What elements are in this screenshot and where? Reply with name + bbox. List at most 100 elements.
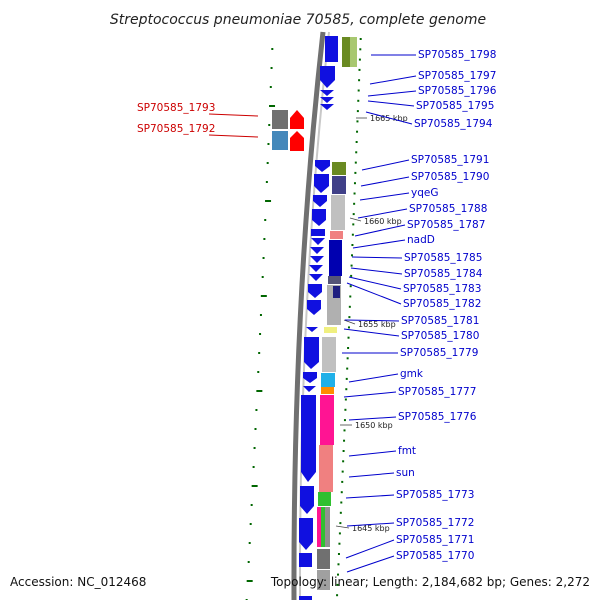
feature-1776-magenta[interactable] <box>320 395 334 445</box>
feature-1784-dark[interactable] <box>328 276 341 284</box>
gene-label[interactable]: SP70585_1794 <box>414 118 493 130</box>
feature-gmk-cyan[interactable] <box>321 373 335 387</box>
inner-tick <box>337 553 340 555</box>
leader-line <box>346 555 395 573</box>
feature-1790-navy[interactable] <box>332 176 346 194</box>
leader-line <box>343 328 400 337</box>
gene-1791[interactable] <box>315 160 330 172</box>
gene-1795[interactable] <box>320 97 334 103</box>
genome-summary-label: Topology: linear; Length: 2,184,682 bp; … <box>270 575 590 589</box>
gene-1798[interactable] <box>325 36 338 62</box>
kbp-tick <box>349 217 362 222</box>
gene-1780[interactable] <box>307 300 321 315</box>
gene-1784[interactable] <box>310 256 324 263</box>
gene-1790[interactable] <box>314 174 329 193</box>
gene-label[interactable]: yqeG <box>411 187 438 199</box>
gene-label[interactable]: SP70585_1793 <box>137 102 215 114</box>
gene-label[interactable]: SP70585_1788 <box>409 203 487 215</box>
gene-label[interactable]: SP70585_1796 <box>418 85 497 97</box>
gene-label[interactable]: SP70585_1791 <box>411 154 489 166</box>
gene-label[interactable]: SP70585_1797 <box>418 70 496 82</box>
gene-label[interactable]: nadD <box>407 234 435 246</box>
gene-block-1792-blue[interactable] <box>272 131 288 150</box>
gene-1779[interactable] <box>306 327 318 332</box>
leader-line <box>350 267 403 275</box>
leader-line <box>346 522 395 527</box>
feature-1772-multi-c[interactable] <box>325 507 330 547</box>
inner-tick <box>343 419 346 422</box>
feature-1777-orange[interactable] <box>321 387 334 394</box>
gene-label[interactable]: SP70585_1787 <box>407 219 485 231</box>
feature-nadD-blue[interactable] <box>329 240 342 276</box>
gene-label[interactable]: SP70585_1777 <box>398 386 476 398</box>
feature-1772-multi-b[interactable] <box>321 507 325 547</box>
gene-label[interactable]: SP70585_1773 <box>396 489 474 501</box>
map-title: Streptococcus pneumoniae 70585, complete… <box>110 12 486 28</box>
gene-arrow-1793[interactable] <box>290 110 304 129</box>
gene-label[interactable]: SP70585_1792 <box>137 123 215 135</box>
inner-tick <box>336 594 339 597</box>
feature-1782-navy[interactable] <box>333 286 340 298</box>
gene-label[interactable]: sun <box>396 467 415 479</box>
gene-label[interactable]: SP70585_1784 <box>404 268 483 280</box>
feature-yqeG-gray[interactable] <box>331 195 345 230</box>
gene-nadD[interactable] <box>311 238 325 245</box>
gene-label[interactable]: gmk <box>400 368 424 380</box>
gene-label[interactable]: SP70585_1779 <box>400 347 478 359</box>
gene-label[interactable]: SP70585_1795 <box>416 100 494 112</box>
leader-line <box>360 176 410 187</box>
gene-label[interactable]: SP70585_1798 <box>418 49 496 61</box>
inner-tick <box>343 439 346 442</box>
scale-dot <box>265 200 272 202</box>
gene-label[interactable]: SP70585_1772 <box>396 517 474 529</box>
feature-1772-multi-a[interactable] <box>317 507 321 547</box>
gene-1771[interactable] <box>299 553 312 567</box>
gene-label[interactable]: SP70585_1770 <box>396 550 474 562</box>
inner-tick <box>350 274 353 277</box>
feature-1770-gray[interactable] <box>317 570 330 590</box>
gene-1785[interactable] <box>310 247 324 254</box>
gene-1796[interactable] <box>320 90 334 96</box>
inner-tick <box>338 532 341 535</box>
inner-tick <box>349 285 352 288</box>
gene-1770[interactable] <box>299 596 312 600</box>
gene-block-1793-gray[interactable] <box>272 110 288 129</box>
feature-1798-lightgreen[interactable] <box>350 37 357 67</box>
gene-1794[interactable] <box>320 104 334 110</box>
gene-label[interactable]: SP70585_1782 <box>403 298 481 310</box>
gene-1782[interactable] <box>309 274 323 281</box>
gene-yqeG[interactable] <box>313 195 327 207</box>
feature-1771-gray[interactable] <box>317 549 330 569</box>
gene-arrow-1792[interactable] <box>290 131 304 151</box>
gene-1776[interactable] <box>301 395 316 482</box>
inner-scale-ticks <box>336 38 362 597</box>
gene-gmk[interactable] <box>304 337 319 369</box>
scale-dot <box>269 86 272 88</box>
gene-label[interactable]: SP70585_1776 <box>398 411 477 423</box>
inner-tick <box>353 192 356 195</box>
gene-label[interactable]: SP70585_1790 <box>411 171 489 183</box>
gene-label[interactable]: fmt <box>398 445 416 457</box>
gene-1777[interactable] <box>303 386 316 392</box>
gene-label[interactable]: SP70585_1771 <box>396 534 474 546</box>
gene-1788[interactable] <box>312 209 326 226</box>
gene-1783[interactable] <box>309 265 323 272</box>
gene-1777a[interactable] <box>303 372 317 383</box>
feature-1773-green[interactable] <box>318 492 331 506</box>
feature-1787-pink[interactable] <box>330 231 343 239</box>
inner-tick <box>347 336 350 339</box>
gene-1787[interactable] <box>311 229 325 236</box>
gene-label[interactable]: SP70585_1783 <box>403 283 481 295</box>
inner-tick <box>351 244 354 246</box>
feature-fmt-salmon[interactable] <box>319 445 333 492</box>
gene-label[interactable]: SP70585_1780 <box>401 330 479 342</box>
gene-1781[interactable] <box>308 284 322 298</box>
gene-label[interactable]: SP70585_1785 <box>404 252 482 264</box>
gene-label[interactable]: SP70585_1781 <box>401 315 479 327</box>
feature-1791-green[interactable] <box>332 162 346 175</box>
gene-1797[interactable] <box>320 66 335 88</box>
feature-1781-yellow[interactable] <box>324 327 337 333</box>
feature-1780-gray[interactable] <box>322 337 336 372</box>
gene-1773[interactable] <box>300 486 314 514</box>
gene-1772[interactable] <box>299 518 313 550</box>
